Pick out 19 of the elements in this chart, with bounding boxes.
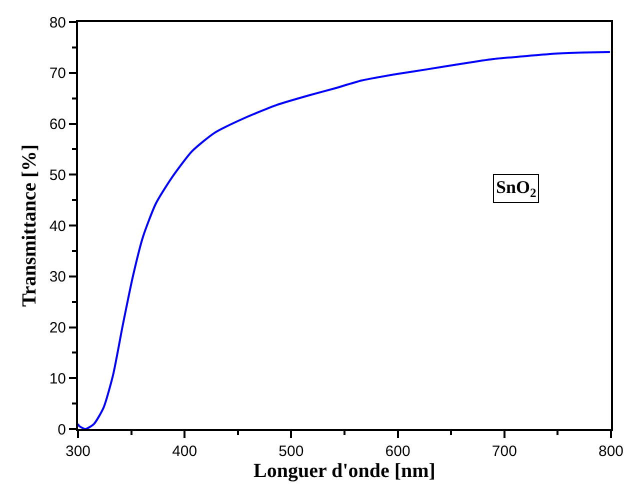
y-tick-label: 60: [49, 116, 66, 133]
x-tick-label: 700: [492, 443, 517, 460]
y-tick-label: 0: [58, 421, 66, 438]
x-tick-label: 800: [598, 443, 624, 460]
annotation: SnO$_{2}$: [496, 177, 536, 200]
x-tick-label: 500: [278, 443, 304, 460]
y-tick-label: 80: [49, 14, 66, 32]
line-series: [78, 51, 611, 429]
x-axis-title: Longuer d'onde [nm]: [254, 460, 436, 482]
x-tick-label: 400: [172, 443, 198, 460]
y-tick-label: 20: [49, 320, 66, 336]
y-tick-label: 70: [49, 65, 66, 82]
y-tick-label: 50: [49, 166, 66, 184]
y-tick-label: 30: [49, 268, 66, 286]
y-tick-label: 40: [49, 218, 66, 235]
x-tick-label: 600: [385, 443, 410, 460]
y-axis-title: Transmittance [%]: [18, 144, 40, 307]
x-tick-label: 300: [65, 443, 91, 460]
y-tick-label: 10: [49, 370, 66, 388]
